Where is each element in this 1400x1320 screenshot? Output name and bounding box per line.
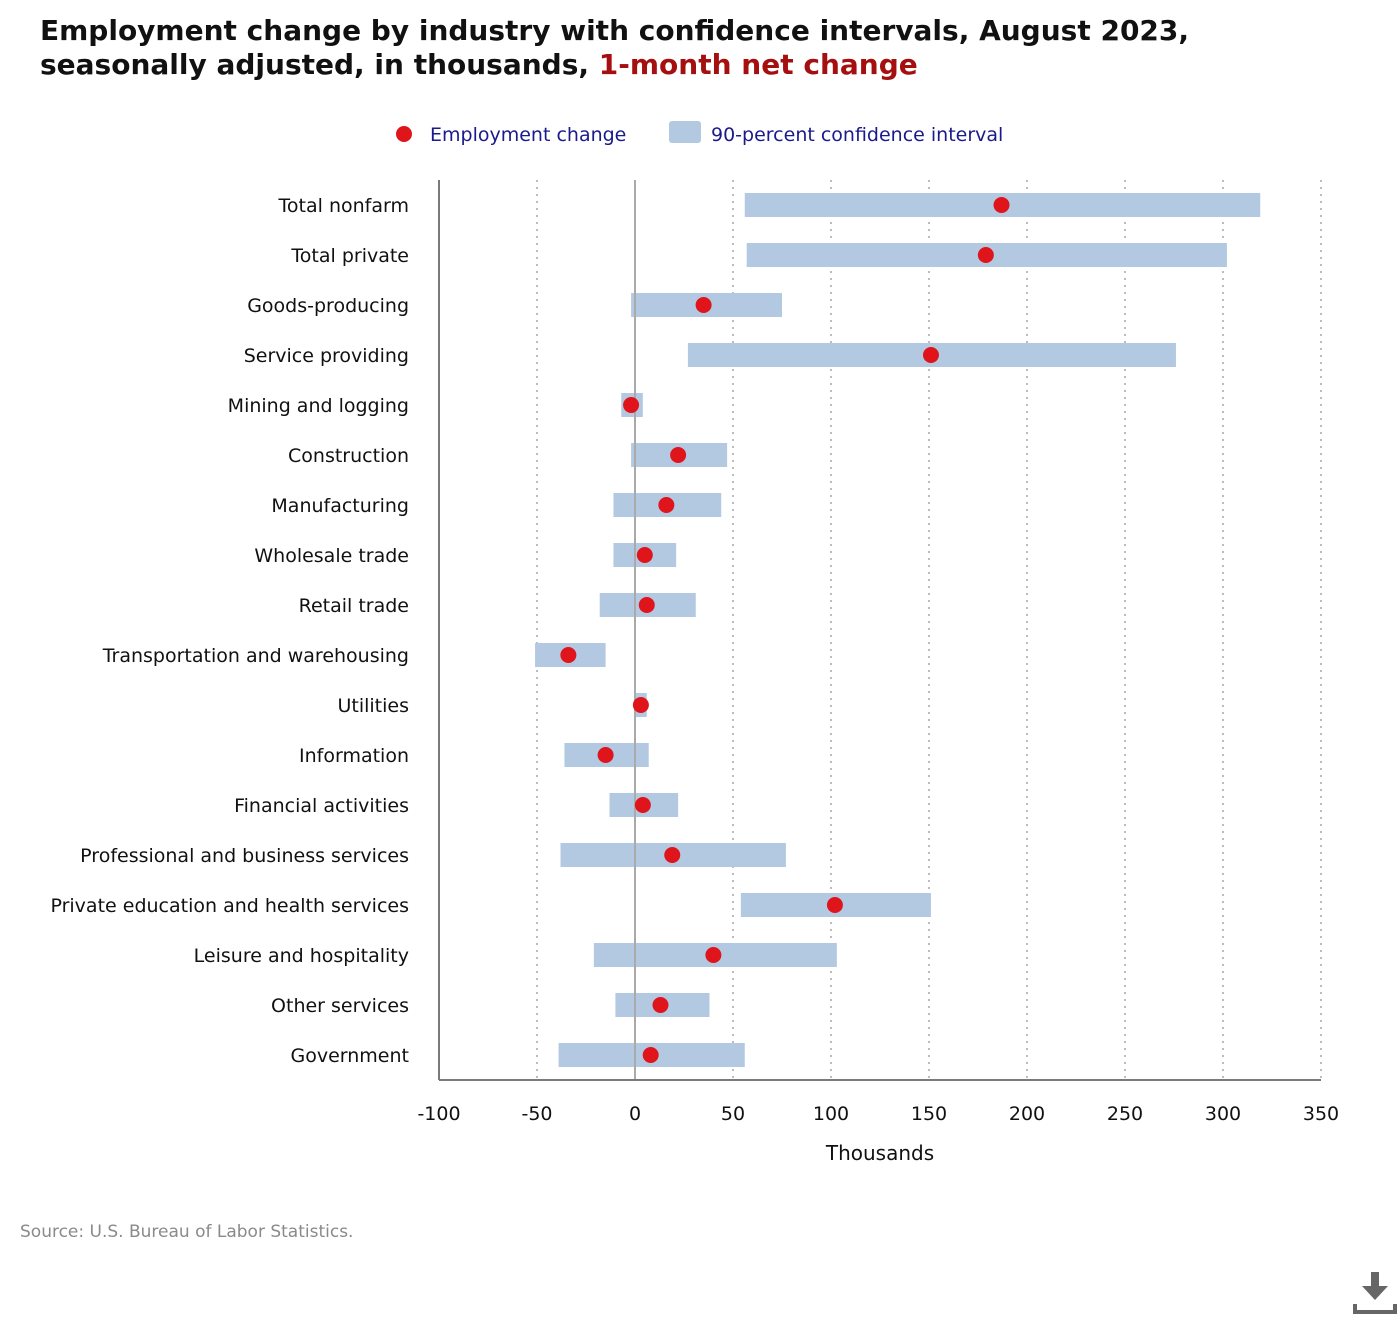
legend-label: 90-percent confidence interval: [711, 124, 1003, 146]
employment-change-point: [826, 897, 843, 913]
category-label: Leisure and hospitality: [194, 945, 409, 967]
chart-title-main: Employment change by industry with confi…: [40, 14, 1190, 81]
employment-change-point: [658, 497, 675, 513]
category-label: Goods-producing: [247, 295, 409, 317]
category-label: Private education and health services: [50, 895, 409, 917]
employment-change-point: [664, 847, 681, 863]
x-tick-label: 300: [1205, 1103, 1241, 1125]
chart-title: Employment change by industry with confi…: [40, 14, 1360, 82]
x-tick-label: 50: [721, 1103, 745, 1125]
employment-change-point: [977, 247, 994, 263]
category-label: Utilities: [337, 695, 409, 717]
category-label: Service providing: [244, 345, 409, 367]
category-label: Government: [291, 1045, 410, 1067]
employment-change-point: [652, 997, 669, 1013]
category-label: Financial activities: [234, 795, 409, 817]
category-label: Total private: [290, 245, 409, 267]
employment-change-point: [623, 397, 640, 413]
employment-change-point: [922, 347, 939, 363]
x-tick-label: -50: [521, 1103, 552, 1125]
x-axis-label: Thousands: [825, 1141, 934, 1165]
chart: Total nonfarm Total private Goods-producin…: [50, 121, 1339, 1165]
category-label: Total nonfarm: [278, 195, 409, 217]
employment-change-point: [634, 797, 651, 813]
employment-change-point: [705, 947, 722, 963]
x-tick-label: 200: [1009, 1103, 1045, 1125]
employment-change-point: [636, 547, 653, 563]
x-tick-label: 100: [813, 1103, 849, 1125]
category-label: Wholesale trade: [254, 545, 409, 567]
download-icon[interactable]: [1352, 1270, 1398, 1316]
category-label: Information: [299, 745, 409, 767]
x-tick-label: -100: [417, 1103, 460, 1125]
employment-change-point: [993, 197, 1010, 213]
employment-change-point: [638, 597, 655, 613]
employment-change-point: [695, 297, 712, 313]
chart-title-highlight: 1-month net change: [598, 48, 918, 81]
source-note: Source: U.S. Bureau of Labor Statistics.: [20, 1222, 354, 1242]
category-label: Other services: [271, 995, 409, 1017]
employment-change-point: [597, 747, 614, 763]
legend-interval-swatch: [669, 121, 701, 143]
x-tick-label: 0: [629, 1103, 641, 1125]
x-tick-label: 150: [911, 1103, 947, 1125]
category-label: Manufacturing: [271, 495, 409, 517]
employment-change-point: [560, 647, 577, 663]
legend-point-swatch: [396, 126, 412, 142]
category-label: Transportation and warehousing: [102, 645, 409, 667]
employment-change-point: [670, 447, 687, 463]
legend-label: Employment change: [430, 124, 626, 146]
employment-change-point: [632, 697, 649, 713]
category-label: Mining and logging: [228, 395, 409, 417]
x-tick-label: 350: [1303, 1103, 1339, 1125]
category-label: Construction: [288, 445, 409, 467]
category-label: Retail trade: [299, 595, 409, 617]
employment-change-point: [642, 1047, 659, 1063]
x-tick-label: 250: [1107, 1103, 1143, 1125]
category-label: Professional and business services: [80, 845, 409, 867]
